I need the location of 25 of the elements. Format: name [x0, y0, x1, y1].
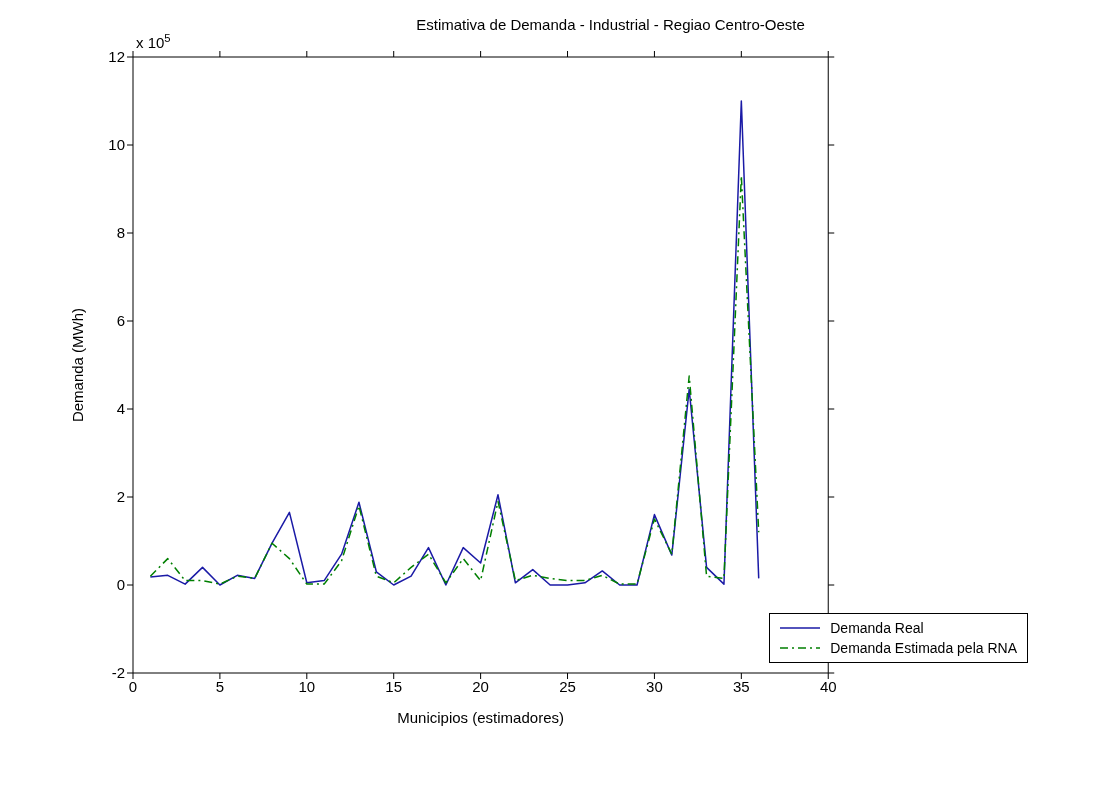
line-series	[149, 100, 760, 586]
x-tick-label: 30	[646, 677, 663, 695]
line-series	[149, 175, 760, 585]
y-tick-label: -2	[111, 664, 125, 682]
chart-title: Estimativa de Demanda - Industrial - Regiao Centro-Oeste	[416, 16, 805, 33]
y-axis-title: Demanda (MWh)	[69, 307, 87, 423]
x-axis-title: Municipios (estimadores)	[397, 709, 564, 726]
y-tick-label: 8	[116, 224, 125, 242]
y-tick-label: 6	[116, 312, 125, 330]
x-tick-label: 20	[472, 677, 489, 695]
legend-label: Demanda Estimada pela RNA	[830, 639, 1017, 658]
y-tick-label: 4	[116, 400, 125, 418]
y-tick-label: 0	[116, 576, 125, 594]
x-tick-label: 35	[732, 677, 750, 695]
y-tick-label: 2	[116, 488, 125, 506]
x-tick-label: 40	[819, 677, 837, 695]
x-tick-label: 10	[298, 677, 316, 695]
y-tick-label: 10	[108, 136, 125, 154]
legend-label: Demanda Real	[830, 619, 924, 638]
x-tick-label: 0	[128, 677, 138, 695]
x-tick-label: 25	[559, 677, 576, 695]
x-tick-label: 5	[215, 677, 225, 695]
text: x 10$^{5}$	[136, 32, 171, 51]
y-tick-label: 12	[108, 48, 125, 66]
x-tick-label: 15	[385, 677, 403, 695]
